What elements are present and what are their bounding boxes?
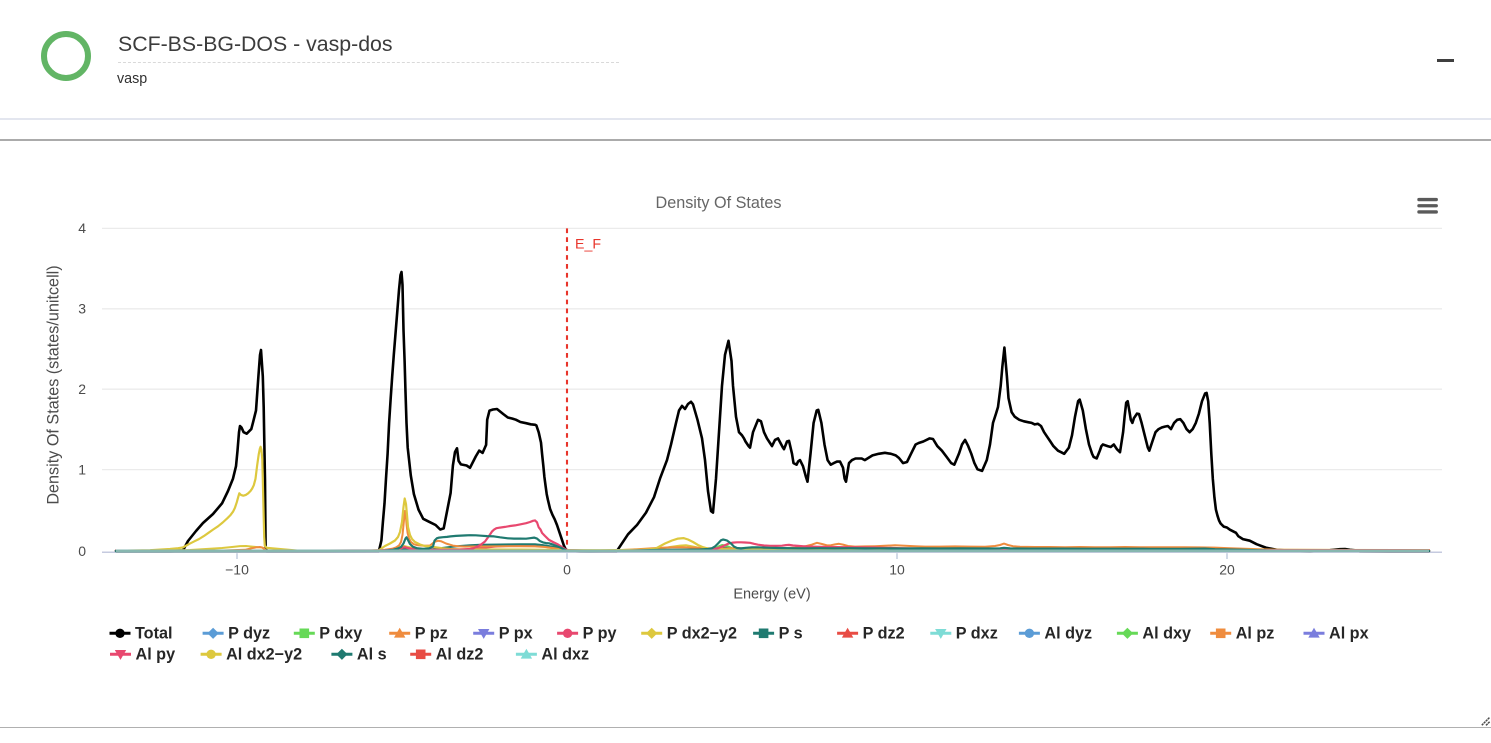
svg-text:Al dxz: Al dxz	[541, 646, 589, 664]
svg-text:Al py: Al py	[136, 646, 176, 664]
svg-text:Total: Total	[135, 625, 172, 643]
svg-text:Al px: Al px	[1329, 625, 1369, 643]
svg-text:4: 4	[78, 220, 86, 236]
svg-text:Energy (eV): Energy (eV)	[733, 587, 810, 603]
svg-text:P dx2−y2: P dx2−y2	[667, 625, 737, 643]
svg-text:Density Of States: Density Of States	[656, 194, 782, 212]
svg-text:Al pz: Al pz	[1236, 625, 1275, 643]
svg-text:20: 20	[1219, 562, 1235, 578]
svg-text:P dxy: P dxy	[319, 625, 362, 643]
svg-text:Al dx2−y2: Al dx2−y2	[226, 646, 302, 664]
svg-text:0: 0	[78, 543, 86, 559]
svg-text:1: 1	[78, 461, 86, 477]
svg-text:P pz: P pz	[415, 625, 448, 643]
svg-text:Al dz2: Al dz2	[436, 646, 484, 664]
svg-text:Density Of States (states/unit: Density Of States (states/unitcell)	[45, 265, 63, 504]
svg-text:Al dyz: Al dyz	[1044, 625, 1092, 643]
svg-text:−10: −10	[225, 562, 249, 578]
svg-text:Al dxy: Al dxy	[1142, 625, 1191, 643]
svg-text:E_F: E_F	[575, 236, 601, 252]
svg-text:3: 3	[78, 301, 86, 317]
svg-text:P dz2: P dz2	[863, 625, 905, 643]
svg-text:0: 0	[563, 562, 571, 578]
svg-text:P px: P px	[499, 625, 533, 643]
svg-text:P py: P py	[583, 625, 617, 643]
svg-text:P dyz: P dyz	[228, 625, 270, 643]
svg-text:Al s: Al s	[357, 646, 387, 664]
svg-text:P dxz: P dxz	[956, 625, 998, 643]
svg-text:10: 10	[889, 562, 905, 578]
svg-text:2: 2	[78, 381, 86, 397]
svg-text:P s: P s	[779, 625, 803, 643]
